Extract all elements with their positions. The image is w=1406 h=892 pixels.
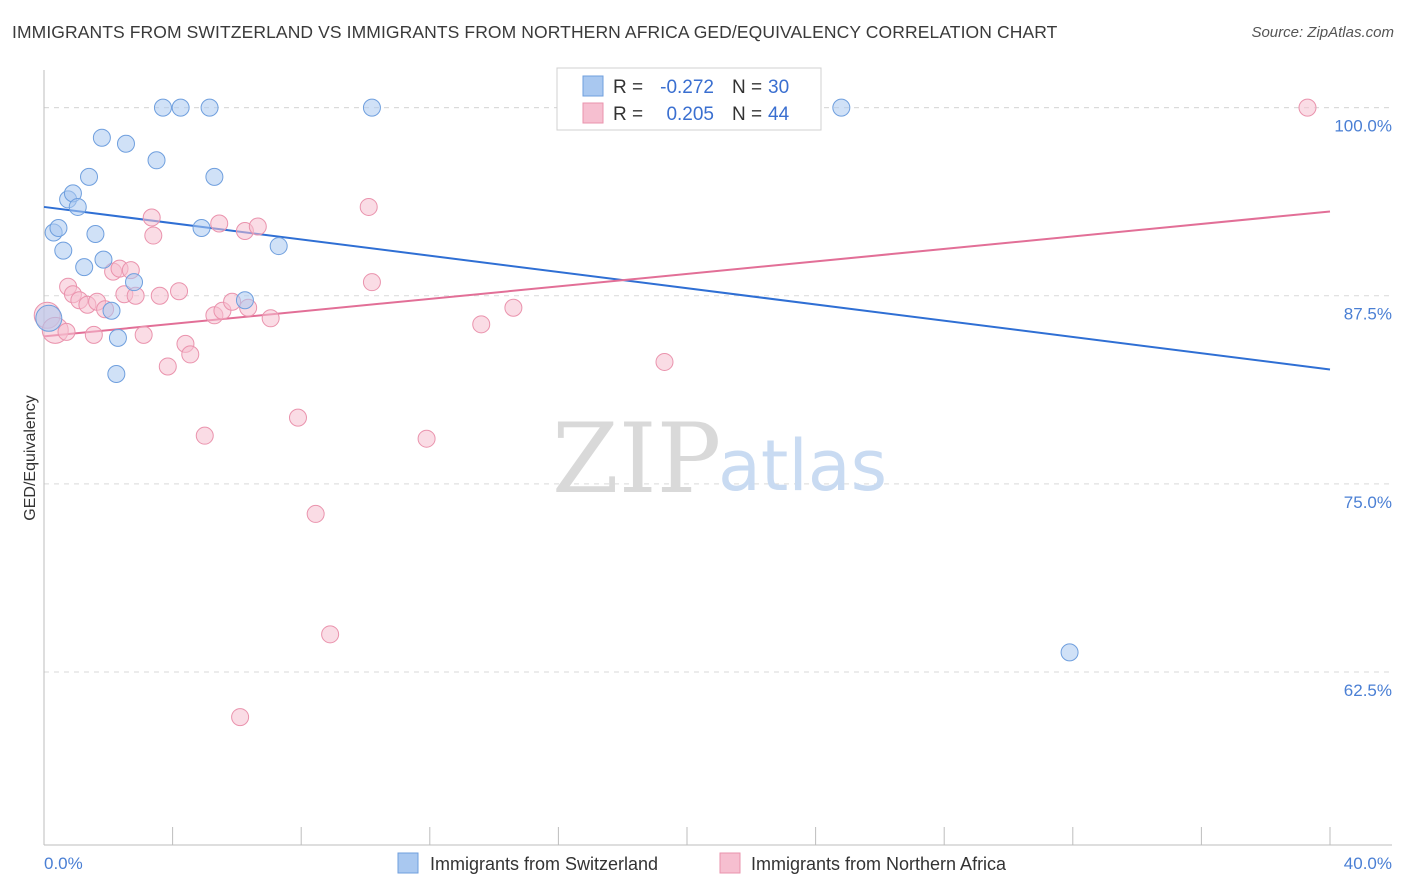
northern-africa-point [144, 226, 163, 245]
northern-africa-point [84, 325, 103, 344]
northern-africa-point [1298, 98, 1317, 117]
series-legend: Immigrants from Switzerland Immigrants f… [397, 852, 1007, 874]
trend-line-northern-africa [43, 210, 1331, 338]
northern-africa-point [288, 408, 307, 427]
northern-africa-point [210, 214, 229, 233]
switzerland-point [80, 167, 99, 186]
x-tick-label-min: 0.0% [44, 854, 83, 873]
northern-africa-point [142, 208, 161, 227]
switzerland-point [171, 98, 190, 117]
series-switzerland-points [35, 98, 1079, 662]
stats-legend: R = -0.272 N = 30 R = 0.205 N = 44 [556, 67, 822, 131]
switzerland-point [107, 364, 126, 383]
northern-africa-point [134, 325, 153, 344]
switzerland-point [832, 98, 851, 117]
x-axis-ticks [43, 827, 1331, 845]
y-axis-label: GED/Equivalency [22, 395, 39, 520]
northern-africa-point [472, 315, 491, 334]
switzerland-point [205, 167, 224, 186]
switzerland-point [75, 258, 94, 277]
switzerland-point [147, 151, 166, 170]
northern-africa-point [321, 625, 340, 644]
x-tick-label-max: 40.0% [1344, 854, 1392, 873]
watermark-atlas: atlas [718, 425, 887, 507]
northern-africa-point [306, 504, 325, 523]
switzerland-point [68, 197, 87, 216]
switzerland-point [35, 304, 63, 332]
switzerland-point [235, 291, 254, 310]
switzerland-point [116, 134, 135, 153]
axes [43, 70, 1392, 846]
y-axis-tick-labels: 62.5% 75.0% 87.5% 100.0% [1334, 117, 1392, 700]
source-credit: Source: ZipAtlas.com [1251, 24, 1394, 41]
northern-africa-point [261, 309, 280, 328]
legend-r-value-2: 0.205 [666, 104, 714, 125]
switzerland-point [362, 98, 381, 117]
series-legend-swatch-northern-africa [719, 852, 741, 874]
legend-n-value-2: 44 [768, 104, 790, 125]
legend-n-value-1: 30 [768, 77, 789, 98]
northern-africa-point [655, 352, 674, 371]
y-tick-label: 100.0% [1334, 117, 1392, 136]
northern-africa-point [417, 429, 436, 448]
switzerland-point [102, 301, 121, 320]
series-legend-swatch-switzerland [397, 852, 419, 874]
northern-africa-point [170, 282, 189, 301]
northern-africa-point [181, 345, 200, 364]
legend-n-label-2: N = [732, 104, 762, 125]
northern-africa-point [195, 426, 214, 445]
legend-n-label-1: N = [732, 77, 762, 98]
switzerland-point [54, 241, 73, 260]
northern-africa-point [248, 217, 267, 236]
switzerland-point [108, 328, 127, 347]
northern-africa-point [158, 357, 177, 376]
switzerland-point [269, 237, 288, 256]
switzerland-point [92, 128, 111, 147]
northern-africa-point [231, 708, 250, 727]
switzerland-point [192, 219, 211, 238]
switzerland-point [94, 250, 113, 269]
switzerland-point [125, 273, 144, 292]
chart-title: IMMIGRANTS FROM SWITZERLAND VS IMMIGRANT… [12, 22, 1058, 42]
northern-africa-point [359, 197, 378, 216]
y-tick-label: 75.0% [1344, 493, 1392, 512]
switzerland-point [200, 98, 219, 117]
watermark: ZIP atlas [552, 403, 887, 515]
watermark-zip: ZIP [552, 403, 721, 515]
series-legend-label-northern-africa: Immigrants from Northern Africa [751, 854, 1007, 874]
y-tick-label: 62.5% [1344, 681, 1392, 700]
series-legend-label-switzerland: Immigrants from Switzerland [430, 854, 658, 874]
legend-r-label-2: R = [613, 104, 643, 125]
legend-swatch-pink [582, 102, 604, 124]
switzerland-point [1060, 643, 1079, 662]
switzerland-point [49, 219, 68, 238]
switzerland-point [153, 98, 172, 117]
northern-africa-point [362, 273, 381, 292]
y-tick-label: 87.5% [1344, 305, 1392, 324]
legend-swatch-blue [582, 75, 604, 97]
northern-africa-point [150, 286, 169, 305]
northern-africa-point [504, 298, 523, 317]
legend-r-value-1: -0.272 [660, 77, 714, 98]
northern-africa-point [57, 322, 76, 341]
switzerland-point [86, 225, 105, 244]
grid-lines [44, 107, 1392, 673]
legend-r-label-1: R = [613, 77, 643, 98]
